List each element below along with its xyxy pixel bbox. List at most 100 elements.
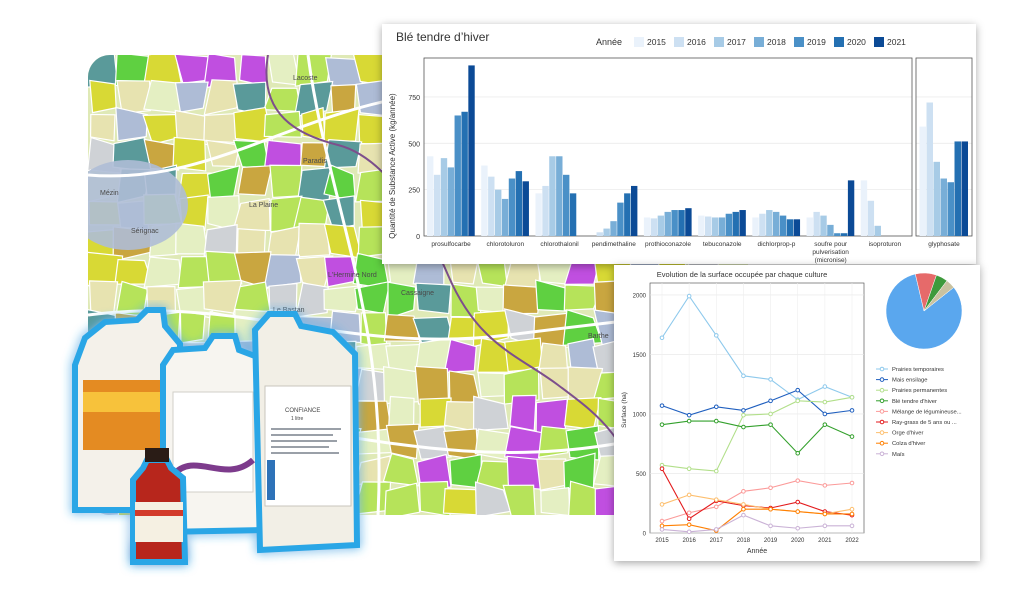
map-parcel	[143, 256, 183, 288]
legend-label: Orge d'hiver	[892, 431, 923, 437]
series-point	[849, 434, 855, 439]
map-parcel	[383, 313, 421, 342]
series-point	[849, 511, 855, 517]
legend-label-2020: 2020	[847, 37, 866, 47]
map-parcel	[540, 486, 571, 515]
series-point	[713, 504, 719, 510]
map-parcel	[387, 281, 417, 320]
bar-glyphosate-2017	[933, 161, 940, 236]
legend-swatch-2016	[674, 37, 684, 47]
bar-dichlorprop-p-2021	[793, 219, 801, 236]
x-tick-label: 2019	[764, 538, 778, 544]
bar-tebuconazole-2021	[739, 210, 746, 236]
series-point	[686, 522, 692, 527]
series-point	[849, 408, 855, 413]
series-point	[741, 506, 746, 512]
map-parcel	[502, 484, 536, 515]
legend-label-2017: 2017	[727, 37, 746, 47]
map-parcel	[563, 284, 604, 311]
bar-glyphosate-2018	[940, 178, 947, 236]
bar-facet-1: prosulfocarbe chlorotoluron chlorothalonil…	[423, 57, 913, 264]
bar-dichlorprop-p-2018	[773, 211, 780, 236]
bar-glyphosate-2016	[926, 102, 933, 236]
series-point	[795, 525, 801, 531]
bar-dichlorprop-p-2020	[786, 219, 794, 236]
legend-label: Prairies temporaires	[892, 367, 944, 373]
map-parcel	[143, 138, 180, 171]
series-point	[795, 509, 801, 514]
series-point	[686, 510, 692, 516]
map-parcel	[115, 106, 149, 142]
series-point	[795, 499, 801, 505]
legend-marker	[879, 387, 885, 393]
map-parcel	[384, 482, 421, 515]
series-point	[659, 502, 665, 507]
x-tick-label: pendimethaline	[592, 241, 636, 248]
bar-chlorothalonil-2020	[569, 193, 577, 236]
legend-marker	[879, 409, 885, 414]
map-parcel	[294, 55, 332, 87]
map-parcel	[502, 284, 542, 315]
series-point	[822, 483, 828, 488]
series-point	[659, 527, 665, 532]
bar-chlorothalonil-2018	[556, 156, 563, 236]
series-line	[661, 508, 852, 532]
y-tick-label: 750	[408, 95, 420, 102]
map-parcel	[322, 195, 355, 230]
line-x-axis-label: Année	[747, 548, 767, 555]
legend-marker	[879, 398, 885, 404]
map-parcel	[238, 55, 268, 88]
bar-prosulfocarbe-2018	[447, 167, 455, 236]
map-parcel	[323, 285, 363, 313]
bar-chart: Blé tendre d’hiver Année Quantité de Sub…	[388, 30, 973, 264]
series-point	[768, 485, 773, 491]
legend-label: Ray-grass de 5 ans ou ...	[892, 420, 957, 426]
series-point	[659, 462, 665, 468]
map-parcel	[443, 338, 477, 374]
bar-prothioconazole-2017	[657, 215, 665, 236]
x-tick-label: prosulfocarbe	[431, 241, 471, 248]
white-jug-label	[172, 391, 254, 493]
series-point	[741, 502, 746, 507]
series-1	[659, 387, 855, 418]
map-parcel	[504, 337, 544, 373]
bar-chlorotoluron-2017	[495, 189, 502, 236]
x-tick-label: pulverisation	[812, 249, 849, 256]
series-point	[822, 511, 828, 517]
map-parcel	[116, 79, 152, 115]
legend-label: Mélange de légumineuse...	[892, 409, 962, 415]
bar-legend: 2015 2016 2017 2018 2019 2020 2021	[634, 37, 906, 47]
bar-soufre-pour-pulverisation--micronise--2019	[834, 233, 841, 236]
line-legend: Prairies temporaires Mais ensilage Prairie…	[876, 366, 962, 458]
series-point	[822, 523, 828, 529]
bar-pendimethaline-2021	[631, 185, 638, 236]
pie-slice	[923, 280, 955, 312]
legend-label-2018: 2018	[767, 37, 786, 47]
bar-dichlorprop-p-2016	[759, 213, 766, 236]
bar-prothioconazole-2018	[664, 211, 671, 236]
line-y-axis-label: Surface (ha)	[621, 392, 628, 428]
x-tick-label: prothioconazole	[645, 241, 691, 248]
line-plot-frame	[649, 282, 865, 534]
y-tick-label: 1000	[633, 412, 647, 418]
bar-prothioconazole-2020	[678, 210, 685, 236]
series-point	[659, 403, 665, 408]
bar-chart-title: Blé tendre d’hiver	[396, 30, 489, 44]
map-parcel	[233, 251, 272, 290]
bar-tebuconazole-2019	[725, 213, 733, 236]
map-parcel	[203, 79, 238, 116]
x-tick-label: 2020	[791, 538, 805, 544]
series-line	[661, 389, 853, 416]
map-place-label: La Plaine	[249, 202, 279, 209]
line-chart: Evolution de la surface occupée par chaq…	[621, 270, 963, 555]
map-place-label: Sérignac	[131, 228, 159, 235]
series-point	[849, 523, 855, 529]
legend-swatch-2020	[834, 37, 844, 47]
map-parcel	[206, 164, 241, 201]
pesticide-bottles-illustration: CONFIANCE 1 litre	[55, 300, 385, 600]
series-point	[822, 411, 828, 417]
bar-chlorothalonil-2019	[563, 174, 570, 236]
legend-marker	[879, 419, 885, 425]
series-point	[741, 412, 746, 418]
map-river	[265, 55, 649, 515]
